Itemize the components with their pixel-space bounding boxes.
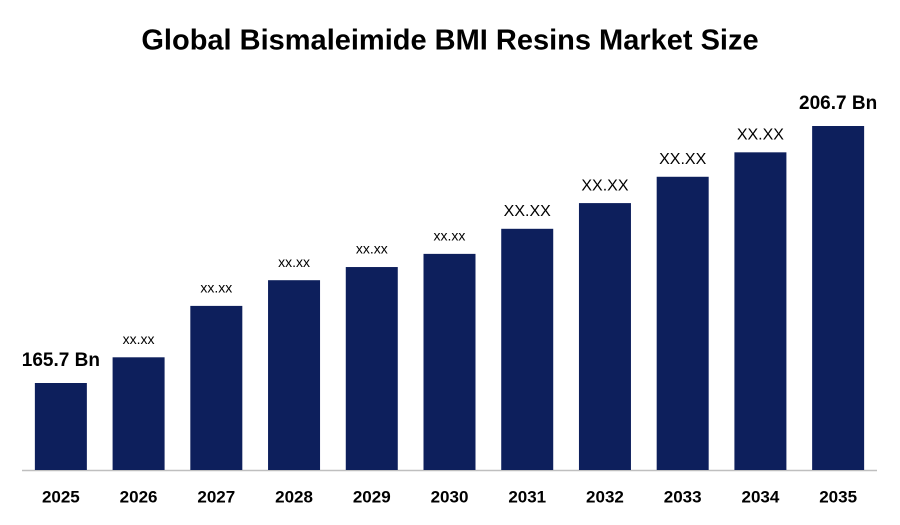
bar [656,176,709,470]
data-label: xx.xx [278,254,310,270]
x-tick-label: 2032 [586,487,624,506]
x-tick-label: 2034 [741,487,779,506]
bar [423,253,476,470]
x-tick-label: 2031 [508,487,546,506]
x-tick-label: 2025 [42,487,80,506]
bar [190,305,243,470]
data-label: 165.7 Bn [22,350,100,371]
data-label: xx.xx [123,331,155,347]
x-tick-label: 2026 [120,487,158,506]
data-label: xx.xx [356,241,388,257]
bar [268,280,321,470]
bar [112,357,165,470]
data-label: xx.xx [200,280,232,296]
bar [812,126,865,470]
data-label: XX.XX [659,151,706,168]
bar [345,267,398,470]
data-label: 206.7 Bn [799,93,877,114]
x-tick-label: 2027 [197,487,235,506]
data-label: xx.xx [434,228,466,244]
data-label: XX.XX [737,127,784,144]
bar [734,152,787,470]
chart-title: Global Bismaleimide BMI Resins Market Si… [141,25,758,57]
bar [578,203,631,470]
x-tick-label: 2033 [664,487,702,506]
bar [34,383,87,470]
x-tick-label: 2030 [431,487,469,506]
x-tick-label: 2028 [275,487,313,506]
x-tick-label: 2029 [353,487,391,506]
data-label: XX.XX [581,177,628,194]
bar [501,228,554,470]
x-tick-label: 2035 [819,487,857,506]
data-label: XX.XX [504,203,551,220]
